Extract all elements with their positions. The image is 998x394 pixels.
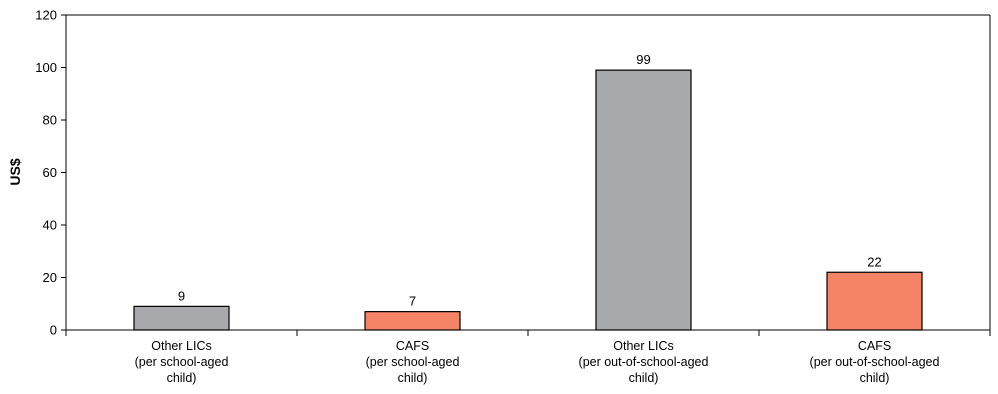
data-label: 99 [636,52,650,67]
x-category-label: CAFS (per school-aged child) [366,339,460,385]
data-label: 22 [867,254,881,269]
bar [133,305,230,331]
y-axis-label: US$ [7,158,23,185]
y-tick-label: 0 [50,323,57,338]
y-tick-label: 120 [35,8,57,23]
y-tick-label: 20 [43,270,57,285]
bar [364,311,461,331]
bar [826,271,923,331]
x-category-label: Other LICs (per school-aged child) [135,339,229,385]
labels: 0 20 40 60 80 100 120 9 Other LICs (per school-ag… [35,8,939,386]
data-label: 7 [409,294,416,309]
y-tick-label: 40 [43,218,57,233]
y-tick-label: 60 [43,165,57,180]
data-label: 9 [178,288,185,303]
x-category-label: Other LICs (per out-of-school-aged child) [579,339,709,385]
y-tick-label: 80 [43,113,57,128]
y-tick-label: 100 [35,60,57,75]
x-category-label: CAFS (per out-of-school-aged child) [810,339,940,385]
bars [133,69,923,331]
bar [595,69,692,331]
